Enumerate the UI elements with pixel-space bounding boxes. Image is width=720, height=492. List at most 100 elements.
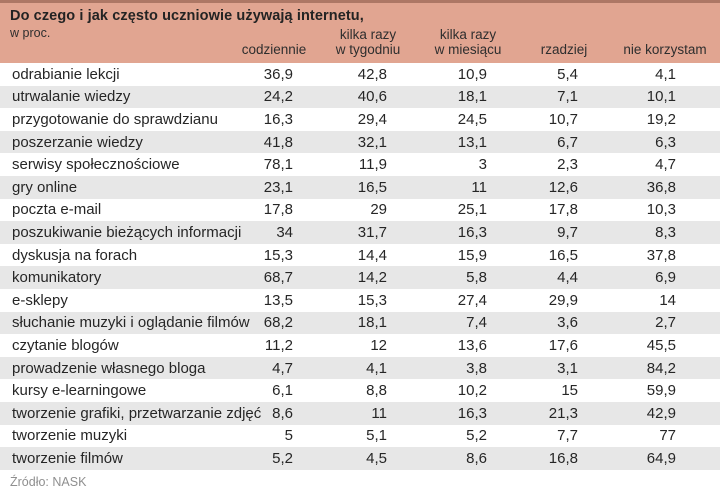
value-cell: 2,3 bbox=[557, 156, 578, 174]
value-cell: 7,4 bbox=[466, 314, 487, 332]
value-cell: 84,2 bbox=[646, 359, 676, 377]
value-cell: 59,9 bbox=[646, 382, 676, 400]
row-label-cell: serwisy społecznościowe bbox=[12, 156, 180, 174]
row-label-cell: dyskusja na forach bbox=[12, 246, 138, 264]
row-label-cell: utrwalanie wiedzy bbox=[12, 88, 131, 106]
value-cell: 4,1 bbox=[366, 359, 387, 377]
value-cell: 8,6 bbox=[466, 449, 487, 467]
value-cell: 8,6 bbox=[272, 404, 293, 422]
value-cell: 11 bbox=[471, 178, 487, 196]
value-cell: 16,5 bbox=[357, 178, 387, 196]
value-cell: 27,4 bbox=[457, 291, 487, 309]
data-table: odrabianie lekcji 36,9 42,8 10,9 5,4 4,1 utrwa… bbox=[0, 63, 720, 470]
row-label-cell: poszerzanie wiedzy bbox=[12, 133, 143, 151]
value-cell: 45,5 bbox=[646, 336, 676, 354]
value-cell: 10,7 bbox=[548, 110, 578, 128]
row-label-cell: kursy e-learningowe bbox=[12, 382, 147, 400]
value-cell: 10,2 bbox=[457, 382, 487, 400]
table-row: słuchanie muzyki i oglądanie filmów 68,2 1… bbox=[0, 311, 720, 335]
value-cell: 23,1 bbox=[263, 178, 293, 196]
value-cell: 42,8 bbox=[357, 65, 387, 83]
table-row: poczta e-mail 17,8 29 25,1 17,8 10,3 bbox=[0, 199, 720, 222]
value-cell: 14,4 bbox=[357, 246, 387, 264]
page-title: Do czego i jak często uczniowie używają … bbox=[10, 8, 364, 24]
value-cell: 64,9 bbox=[646, 449, 676, 467]
value-cell: 10,1 bbox=[646, 88, 676, 106]
value-cell: 7,1 bbox=[557, 88, 578, 106]
value-cell: 7,7 bbox=[557, 427, 578, 445]
value-cell: 34 bbox=[276, 223, 293, 241]
value-cell: 13,1 bbox=[457, 133, 487, 151]
table-row: serwisy społecznościowe 78,1 11,9 3 2,3 4,7 bbox=[0, 153, 720, 176]
value-cell: 6,7 bbox=[557, 133, 578, 151]
value-cell: 17,8 bbox=[548, 201, 578, 219]
value-cell: 68,7 bbox=[263, 269, 293, 287]
table-row: poszerzanie wiedzy 41,8 32,1 13,1 6,7 6,3 bbox=[0, 130, 720, 154]
column-headers: codziennie kilka razy w tygodniu kilka r… bbox=[0, 27, 720, 63]
table-row: poszukiwanie bieżących informacji 34 31,7 1… bbox=[0, 221, 720, 244]
value-cell: 5 bbox=[284, 427, 293, 445]
value-cell: 5,2 bbox=[272, 449, 293, 467]
value-cell: 36,9 bbox=[263, 65, 293, 83]
value-cell: 14,2 bbox=[357, 269, 387, 287]
value-cell: 25,1 bbox=[457, 201, 487, 219]
value-cell: 16,3 bbox=[457, 404, 487, 422]
table-row: czytanie blogów 11,2 12 13,6 17,6 45,5 bbox=[0, 334, 720, 357]
column-header-rarely: rzadziej bbox=[540, 42, 588, 57]
value-cell: 4,5 bbox=[366, 449, 387, 467]
row-label-cell: odrabianie lekcji bbox=[12, 65, 120, 83]
row-label-cell: komunikatory bbox=[12, 269, 102, 287]
value-cell: 16,3 bbox=[263, 110, 293, 128]
value-cell: 13,6 bbox=[457, 336, 487, 354]
value-cell: 68,2 bbox=[263, 314, 293, 332]
value-cell: 16,3 bbox=[457, 223, 487, 241]
value-cell: 10,3 bbox=[646, 201, 676, 219]
value-cell: 4,1 bbox=[655, 65, 676, 83]
row-label-cell: e-sklepy bbox=[12, 291, 68, 309]
value-cell: 32,1 bbox=[357, 133, 387, 151]
value-cell: 16,5 bbox=[548, 246, 578, 264]
value-cell: 15,9 bbox=[457, 246, 487, 264]
value-cell: 29,4 bbox=[357, 110, 387, 128]
table-row: e-sklepy 13,5 15,3 27,4 29,9 14 bbox=[0, 289, 720, 312]
value-cell: 3 bbox=[478, 156, 487, 174]
value-cell: 42,9 bbox=[646, 404, 676, 422]
row-label-cell: czytanie blogów bbox=[12, 336, 119, 354]
value-cell: 5,2 bbox=[466, 427, 487, 445]
row-label-cell: poczta e-mail bbox=[12, 201, 102, 219]
value-cell: 12,6 bbox=[548, 178, 578, 196]
value-cell: 21,3 bbox=[548, 404, 578, 422]
value-cell: 15 bbox=[561, 382, 578, 400]
value-cell: 4,7 bbox=[655, 156, 676, 174]
value-cell: 19,2 bbox=[646, 110, 676, 128]
value-cell: 14 bbox=[659, 291, 676, 309]
column-header-weekly: kilka razy w tygodniu bbox=[335, 27, 401, 57]
value-cell: 3,1 bbox=[557, 359, 578, 377]
table-row: odrabianie lekcji 36,9 42,8 10,9 5,4 4,1 bbox=[0, 63, 720, 86]
table-row: gry online 23,1 16,5 11 12,6 36,8 bbox=[0, 175, 720, 199]
value-cell: 9,7 bbox=[557, 223, 578, 241]
table-row: tworzenie muzyki 5 5,1 5,2 7,7 77 bbox=[0, 425, 720, 448]
value-cell: 4,4 bbox=[557, 269, 578, 287]
row-label-cell: prowadzenie własnego bloga bbox=[12, 359, 206, 377]
value-cell: 78,1 bbox=[263, 156, 293, 174]
value-cell: 41,8 bbox=[263, 133, 293, 151]
table-row: dyskusja na forach 15,3 14,4 15,9 16,5 37,8 bbox=[0, 244, 720, 267]
table-row: tworzenie filmów 5,2 4,5 8,6 16,8 64,9 bbox=[0, 447, 720, 470]
column-header-monthly: kilka razy w miesiącu bbox=[434, 27, 502, 57]
value-cell: 4,7 bbox=[272, 359, 293, 377]
value-cell: 77 bbox=[659, 427, 676, 445]
value-cell: 5,8 bbox=[466, 269, 487, 287]
value-cell: 37,8 bbox=[646, 246, 676, 264]
table-header: Do czego i jak często uczniowie używają … bbox=[0, 0, 720, 63]
value-cell: 17,6 bbox=[548, 336, 578, 354]
value-cell: 40,6 bbox=[357, 88, 387, 106]
value-cell: 6,1 bbox=[272, 382, 293, 400]
column-header-daily: codziennie bbox=[241, 42, 307, 57]
row-label-cell: poszukiwanie bieżących informacji bbox=[12, 223, 242, 241]
value-cell: 8,8 bbox=[366, 382, 387, 400]
value-cell: 3,8 bbox=[466, 359, 487, 377]
table-row: tworzenie grafiki, przetwarzanie zdjęć 8,… bbox=[0, 401, 720, 425]
value-cell: 24,2 bbox=[263, 88, 293, 106]
